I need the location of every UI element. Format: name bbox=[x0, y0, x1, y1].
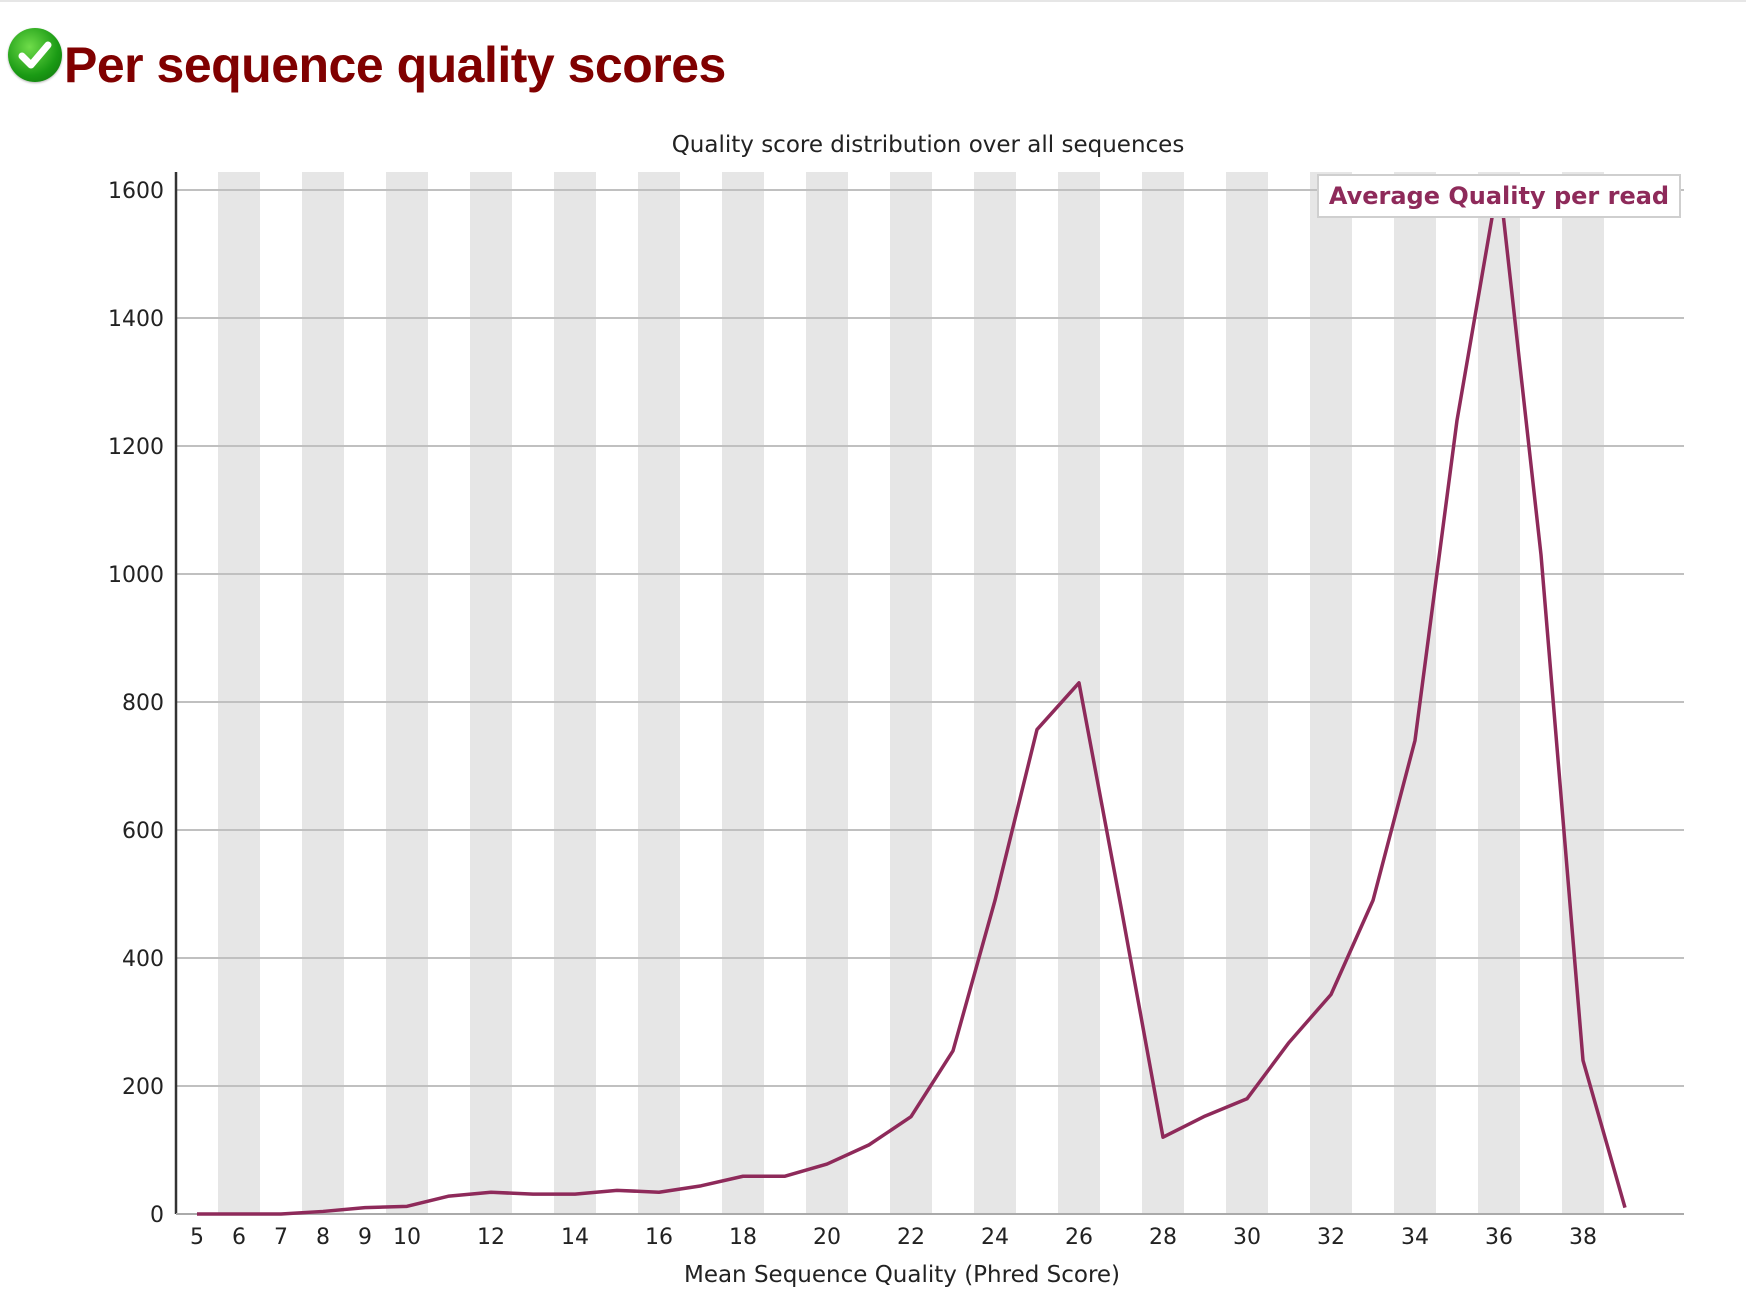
x-tick-label: 34 bbox=[1401, 1225, 1429, 1250]
y-tick-label: 0 bbox=[150, 1203, 164, 1228]
x-tick-label: 36 bbox=[1485, 1225, 1513, 1250]
x-tick-label: 28 bbox=[1149, 1225, 1177, 1250]
stripe bbox=[470, 172, 512, 1214]
stripe bbox=[638, 172, 680, 1214]
y-tick-label: 200 bbox=[122, 1075, 164, 1100]
stripe bbox=[806, 172, 848, 1214]
y-tick-label: 1400 bbox=[108, 307, 164, 332]
x-tick-label: 24 bbox=[981, 1225, 1009, 1250]
x-tick-label: 22 bbox=[897, 1225, 925, 1250]
stripe bbox=[1478, 172, 1520, 1214]
x-tick-label: 32 bbox=[1317, 1225, 1345, 1250]
x-tick-label: 7 bbox=[274, 1225, 288, 1250]
check-circle-icon bbox=[8, 28, 62, 82]
stripe bbox=[1058, 172, 1100, 1214]
stripe bbox=[1310, 172, 1352, 1214]
y-tick-label: 1200 bbox=[108, 435, 164, 460]
x-tick-label: 18 bbox=[729, 1225, 757, 1250]
chart-title: Quality score distribution over all sequ… bbox=[672, 132, 1185, 158]
top-divider bbox=[0, 0, 1746, 2]
x-tick-label: 9 bbox=[358, 1225, 372, 1250]
y-tick-label: 800 bbox=[122, 691, 164, 716]
series-line bbox=[197, 175, 1627, 1216]
x-tick-label: 12 bbox=[477, 1225, 505, 1250]
y-tick-label: 1000 bbox=[108, 563, 164, 588]
stripe bbox=[302, 172, 344, 1214]
y-tick-label: 600 bbox=[122, 819, 164, 844]
x-tick-label: 20 bbox=[813, 1225, 841, 1250]
x-tick-label: 26 bbox=[1065, 1225, 1093, 1250]
section-title: Per sequence quality scores bbox=[64, 37, 726, 93]
stripe bbox=[386, 172, 428, 1214]
x-tick-label: 14 bbox=[561, 1225, 589, 1250]
stripe bbox=[1226, 172, 1268, 1214]
x-tick-label: 10 bbox=[393, 1225, 421, 1250]
section-header: Per sequence quality scores bbox=[8, 16, 726, 94]
y-tick-label: 1600 bbox=[108, 179, 164, 204]
stripe bbox=[722, 172, 764, 1214]
x-tick-label: 5 bbox=[190, 1225, 204, 1250]
x-tick-label: 6 bbox=[232, 1225, 246, 1250]
stripe bbox=[218, 172, 260, 1214]
stripe bbox=[890, 172, 932, 1214]
x-tick-label: 8 bbox=[316, 1225, 330, 1250]
x-tick-label: 38 bbox=[1569, 1225, 1597, 1250]
x-tick-label: 16 bbox=[645, 1225, 673, 1250]
x-axis-label: Mean Sequence Quality (Phred Score) bbox=[684, 1262, 1120, 1288]
chart-legend: Average Quality per read bbox=[1317, 174, 1681, 218]
stripe bbox=[1142, 172, 1184, 1214]
stripe bbox=[974, 172, 1016, 1214]
stripe bbox=[1394, 172, 1436, 1214]
stripe bbox=[554, 172, 596, 1214]
x-tick-label: 30 bbox=[1233, 1225, 1261, 1250]
y-tick-label: 400 bbox=[122, 947, 164, 972]
